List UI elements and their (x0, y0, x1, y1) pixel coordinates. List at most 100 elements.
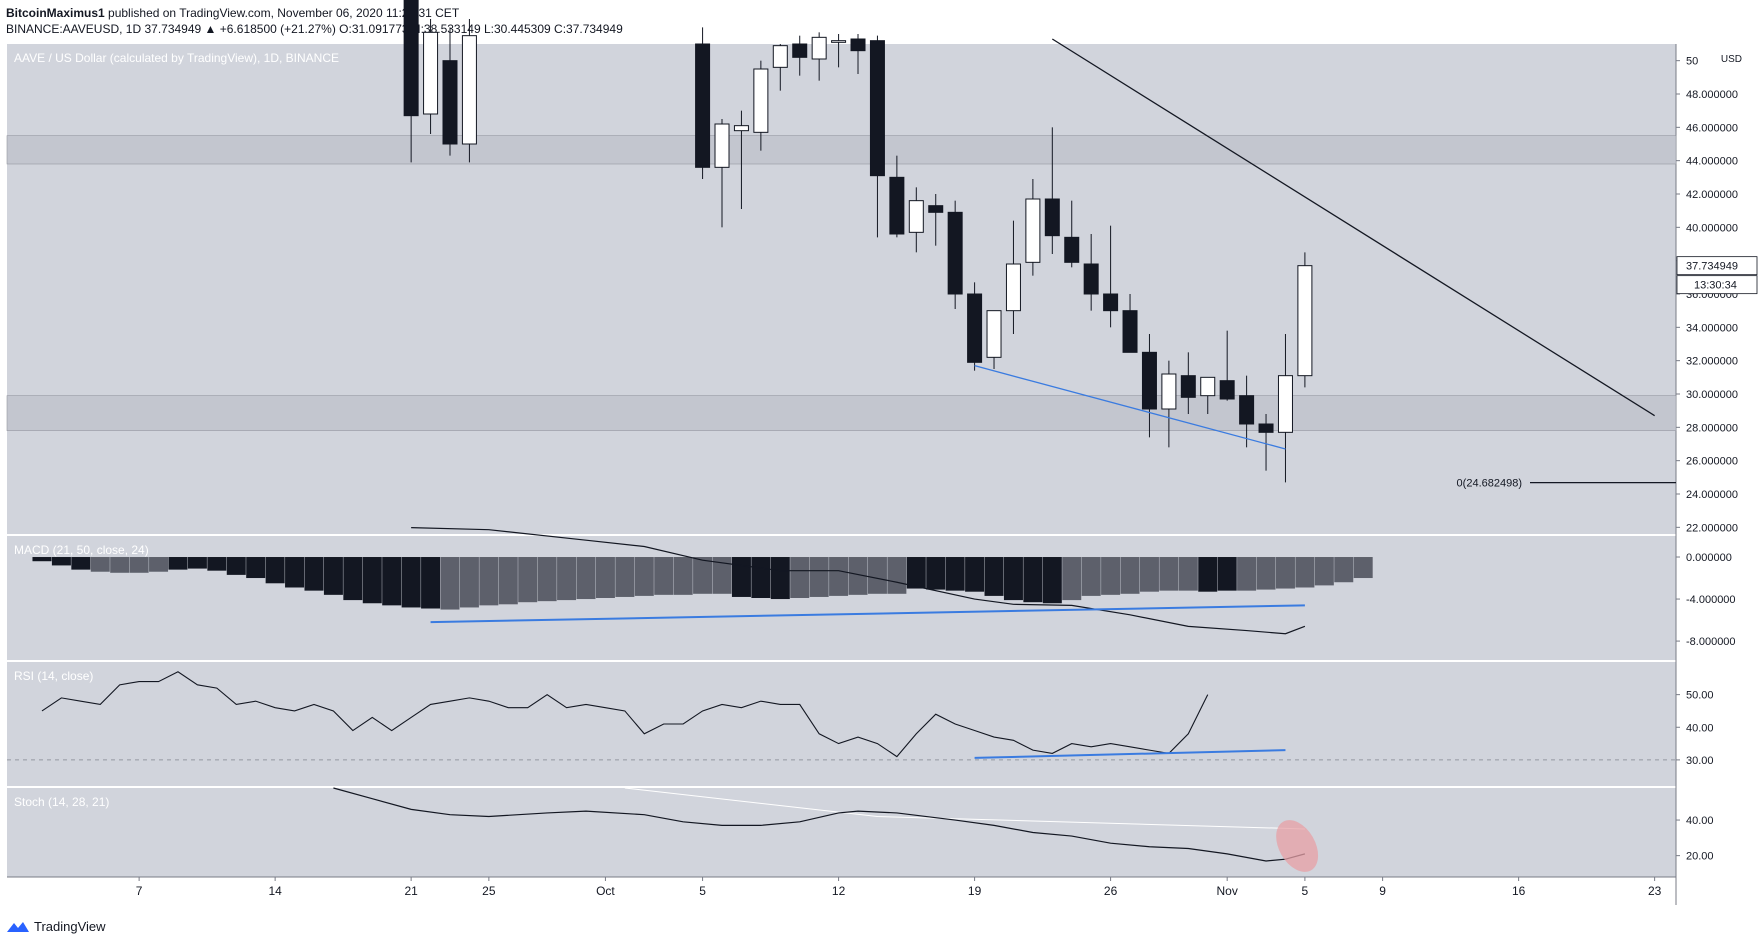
candle-down (1122, 310, 1138, 353)
macd-histogram-bar (984, 557, 1004, 596)
macd-histogram-bar (1062, 557, 1082, 601)
macd-histogram-bar (207, 557, 227, 571)
macd-histogram-bar (1003, 557, 1023, 601)
macd-histogram-bar (1139, 557, 1159, 592)
macd-histogram-bar (634, 557, 654, 596)
candle-down (1044, 198, 1060, 237)
macd-histogram-bar (1314, 557, 1334, 586)
candle-down (1180, 375, 1196, 398)
macd-histogram-bar (168, 557, 188, 570)
price-tick-label: 24.000000 (1686, 489, 1738, 501)
macd-histogram-bar (673, 557, 693, 595)
macd-histogram-bar (304, 557, 324, 591)
macd-histogram-bar (498, 557, 518, 605)
candle-up (811, 36, 827, 60)
macd-tick-label: 0.000000 (1686, 552, 1732, 564)
candle-down (1258, 423, 1274, 433)
macd-histogram-bar (1178, 557, 1198, 591)
stoch-tick-label: 20.00 (1686, 851, 1714, 863)
macd-histogram-bar (459, 557, 479, 608)
macd-histogram-bar (479, 557, 499, 606)
candle-down (442, 60, 458, 145)
time-tick-label: 14 (268, 884, 282, 898)
price-tick-label: 46.000000 (1686, 122, 1738, 134)
pane-title-2: RSI (14, close) (14, 669, 93, 683)
candle-up (1200, 376, 1216, 397)
macd-histogram-bar (265, 557, 285, 584)
rsi-divergence-line (974, 749, 1286, 759)
price-axis-area (1676, 44, 1758, 877)
macd-histogram-bar (1237, 557, 1257, 591)
candle-up (831, 40, 847, 43)
macd-histogram-bar (1023, 557, 1043, 603)
pane-background-2 (7, 662, 1676, 786)
time-tick-label: 5 (699, 884, 706, 898)
stoch-tick-label: 40.00 (1686, 815, 1714, 827)
candle-down (1141, 351, 1157, 410)
macd-histogram-bar (829, 557, 849, 596)
macd-histogram-bar (1275, 557, 1295, 589)
macd-histogram-bar (226, 557, 246, 575)
rsi-tick-label: 30.00 (1686, 755, 1714, 767)
time-tick-label: 26 (1104, 884, 1118, 898)
macd-histogram-bar (595, 557, 615, 598)
candle-down (869, 40, 885, 177)
price-tick-label: 42.000000 (1686, 189, 1738, 201)
tradingview-logo[interactable]: TradingView (6, 919, 106, 934)
candle-up (714, 123, 730, 168)
macd-histogram-bar (965, 557, 985, 592)
candle-up (753, 68, 769, 133)
price-tick-label: 26.000000 (1686, 456, 1738, 468)
candle-up (1297, 265, 1313, 377)
macd-histogram-bar (790, 557, 810, 598)
publish-info: published on TradingView.com, November 0… (104, 6, 460, 20)
macd-histogram-bar (809, 557, 829, 597)
macd-histogram-bar (557, 557, 577, 601)
resistance-zone (6, 395, 1677, 431)
macd-histogram-bar (945, 557, 965, 591)
last-price-box (1676, 256, 1758, 276)
time-tick-label: 16 (1512, 884, 1526, 898)
macd-histogram-bar (615, 557, 635, 597)
macd-histogram-bar (71, 557, 91, 570)
macd-histogram-bar (1217, 557, 1237, 591)
time-tick-label: 19 (968, 884, 982, 898)
price-tick-label: 40.000000 (1686, 222, 1738, 234)
macd-histogram-bar (867, 557, 887, 594)
candle-up (1025, 198, 1041, 263)
macd-histogram-bar (1159, 557, 1179, 591)
macd-histogram-bar (1353, 557, 1373, 579)
resistance-zone (6, 135, 1677, 165)
candle-down (947, 211, 963, 295)
macd-histogram-bar (576, 557, 596, 600)
macd-histogram-bar (712, 557, 732, 594)
macd-tick-label: -4.000000 (1686, 594, 1736, 606)
macd-histogram-bar (731, 557, 751, 597)
rsi-tick-label: 50.00 (1686, 690, 1714, 702)
candle-up (1277, 375, 1293, 433)
macd-divergence-line (430, 604, 1305, 624)
pane-background-0 (7, 44, 1676, 534)
macd-histogram-bar (440, 557, 460, 610)
macd-histogram-bar (323, 557, 343, 595)
price-tick-label: 32.000000 (1686, 356, 1738, 368)
macd-histogram-bar (887, 557, 907, 594)
macd-histogram-bar (926, 557, 946, 590)
macd-histogram-bar (90, 557, 110, 572)
time-tick-label: 5 (1302, 884, 1309, 898)
fib-level-label: 0(24.682498) (1457, 478, 1522, 490)
candle-down (1103, 293, 1119, 312)
macd-histogram-bar (751, 557, 771, 598)
author-name[interactable]: BitcoinMaximus1 (6, 6, 105, 20)
candle-down (850, 38, 866, 52)
macd-histogram-bar (537, 557, 557, 602)
macd-histogram-bar (246, 557, 266, 579)
pane-background-1 (7, 536, 1676, 660)
candle-up (772, 45, 788, 68)
macd-histogram-bar (285, 557, 305, 588)
macd-histogram-bar (51, 557, 71, 566)
time-tick-label: 12 (832, 884, 846, 898)
candle-up (733, 125, 749, 132)
candle-up (461, 35, 477, 145)
